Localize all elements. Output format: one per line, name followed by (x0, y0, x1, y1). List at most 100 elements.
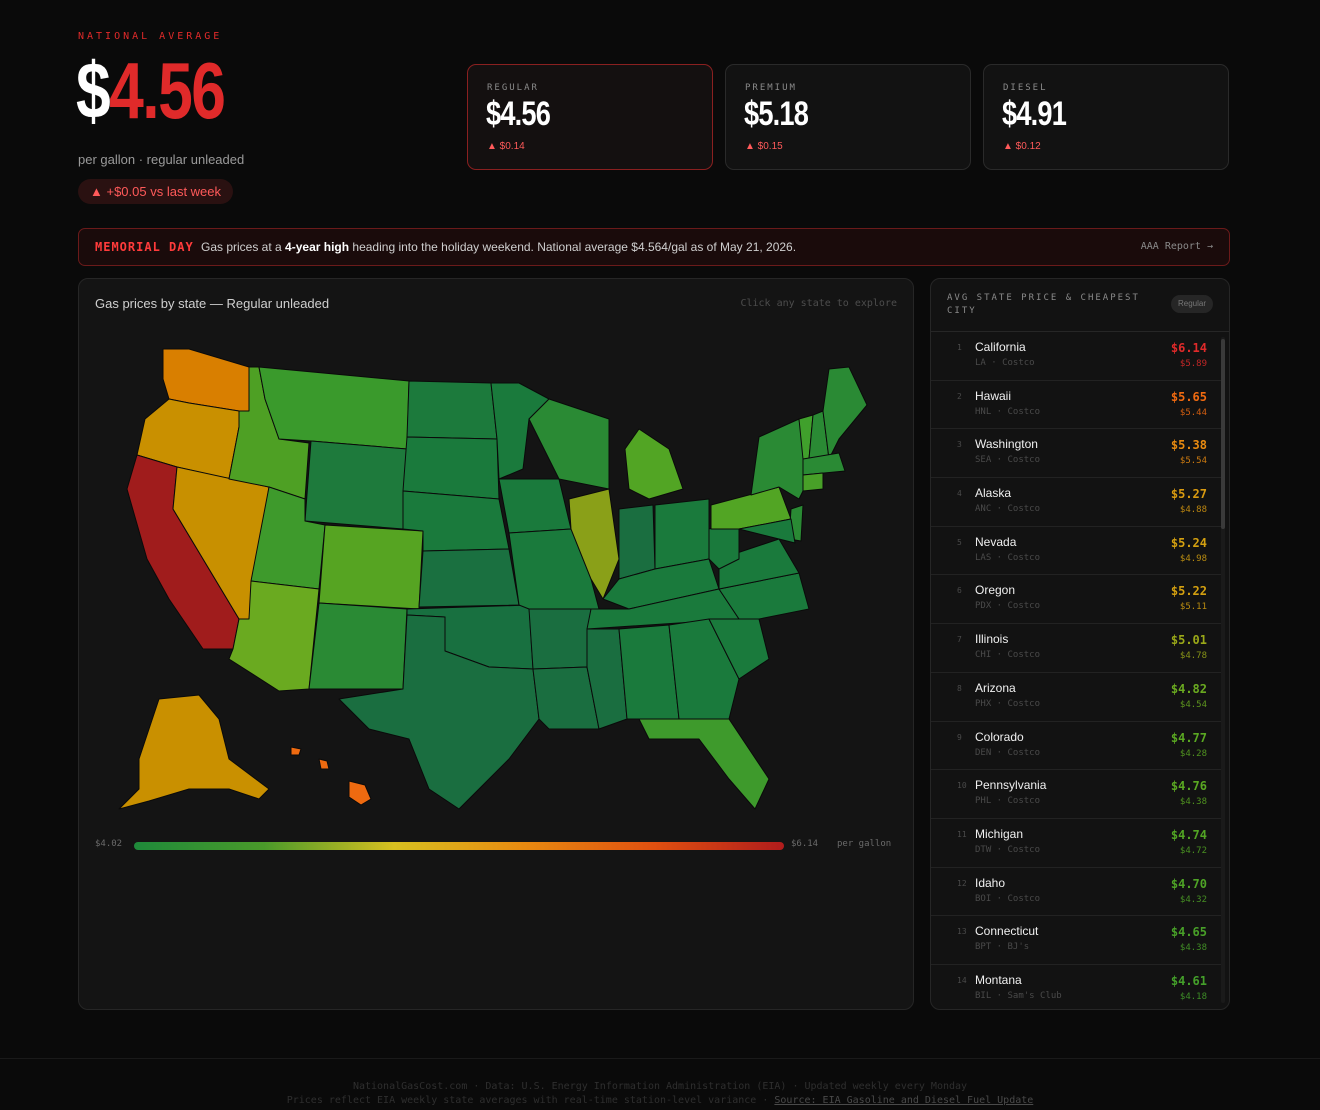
card-label: PREMIUM (745, 83, 797, 93)
state-connecticut[interactable] (802, 472, 824, 492)
state-price: $5.24 (1170, 535, 1207, 550)
state-rank: 2 (957, 391, 962, 401)
cheapest-price: $4.18 (1179, 991, 1207, 1002)
state-wyoming[interactable] (304, 440, 408, 530)
ranking-heading: AVG STATE PRICE & CHEAPEST CITY (947, 293, 1140, 316)
state-name: Connecticut (975, 924, 1039, 939)
state-arkansas[interactable] (528, 608, 592, 670)
state-row[interactable]: 8 Arizona PHX · Costco $4.82 $4.54 (931, 673, 1221, 722)
fuel-type-chip[interactable]: Regular (1170, 295, 1213, 313)
scrollbar-track[interactable] (1221, 337, 1225, 1003)
state-price: $5.27 (1170, 487, 1207, 502)
card-value: $4.56 (486, 95, 551, 133)
state-rank: 14 (957, 975, 967, 985)
state-row[interactable]: 11 Michigan DTW · Costco $4.74 $4.72 (931, 819, 1221, 868)
cheapest-price: $4.72 (1179, 845, 1207, 856)
state-rank: 8 (957, 683, 962, 693)
state-row[interactable]: 3 Washington SEA · Costco $5.38 $5.54 (931, 429, 1221, 479)
state-price: $4.82 (1170, 681, 1207, 696)
legend-gradient-bar (134, 842, 784, 850)
state-hawaii[interactable] (348, 780, 372, 806)
state-name: Hawaii (975, 388, 1012, 403)
state-rank: 13 (957, 927, 967, 937)
state-indiana[interactable] (618, 504, 656, 580)
footer-line-1: NationalGasCost.com · Data: U.S. Energy … (352, 1081, 968, 1092)
state-name: Michigan (975, 826, 1024, 841)
state-florida[interactable] (638, 718, 770, 810)
state-north-dakota[interactable] (406, 380, 498, 440)
state-maryland[interactable] (738, 518, 796, 544)
state-virginia[interactable] (718, 538, 800, 590)
card-premium[interactable]: PREMIUM $5.18 ▲ $0.15 (725, 64, 971, 170)
map-hint: Click any state to explore (740, 298, 897, 309)
state-colorado[interactable] (318, 524, 424, 610)
state-name: Arizona (975, 680, 1016, 695)
state-price: $4.70 (1170, 876, 1207, 891)
state-row[interactable]: 9 Colorado DEN · Costco $4.77 $4.28 (931, 722, 1221, 771)
cheapest-city: PDX · Costco (975, 601, 1041, 612)
state-mississippi[interactable] (586, 628, 628, 730)
state-row[interactable]: 2 Hawaii HNL · Costco $5.65 $5.44 (931, 381, 1221, 430)
scrollbar-thumb[interactable] (1221, 339, 1225, 529)
state-row[interactable]: 10 Pennsylvania PHL · Costco $4.76 $4.38 (931, 770, 1221, 819)
cheapest-city: SEA · Costco (975, 455, 1041, 466)
state-south-dakota[interactable] (402, 436, 500, 500)
aaa-report-link[interactable]: AAA Report → (1140, 241, 1213, 252)
state-row[interactable]: 13 Connecticut BPT · BJ's $4.65 $4.38 (931, 916, 1221, 965)
banner-msg-bold: 4-year high (285, 240, 350, 254)
state-row[interactable]: 7 Illinois CHI · Costco $5.01 $4.78 (931, 624, 1221, 673)
state-row[interactable]: 1 California LA · Costco $6.14 $5.89 (931, 332, 1221, 381)
card-change: ▲ $0.14 (487, 141, 525, 152)
state-maine[interactable] (822, 366, 868, 460)
cheapest-price: $4.78 (1179, 651, 1207, 662)
state-price: $4.76 (1170, 779, 1207, 794)
state-hawaii-island-2[interactable] (318, 758, 330, 770)
cheapest-city: HNL · Costco (975, 406, 1041, 417)
cheapest-price: $4.38 (1179, 797, 1207, 808)
state-hawaii-island-3[interactable] (290, 746, 302, 756)
us-state-map (118, 348, 868, 810)
state-row[interactable]: 14 Montana BIL · Sam's Club $4.61 $4.18 (931, 965, 1221, 1008)
state-arizona[interactable] (228, 580, 320, 692)
state-ohio[interactable] (654, 498, 710, 570)
national-average-price: $4.56 (76, 46, 226, 136)
state-rank: 10 (957, 781, 967, 791)
state-ranking-panel: AVG STATE PRICE & CHEAPEST CITY Regular … (930, 278, 1230, 1010)
state-name: Alaska (975, 486, 1012, 501)
state-alaska[interactable] (118, 694, 270, 810)
card-regular[interactable]: REGULAR $4.56 ▲ $0.14 (467, 64, 713, 170)
state-rank: 1 (957, 343, 962, 352)
state-row[interactable]: 4 Alaska ANC · Costco $5.27 $4.88 (931, 478, 1221, 527)
ranking-list[interactable]: 1 California LA · Costco $6.14 $5.89 2 Hawaii H… (931, 332, 1221, 1008)
state-new-mexico[interactable] (308, 602, 408, 690)
state-texas[interactable] (338, 614, 540, 810)
card-change: ▲ $0.15 (745, 141, 783, 152)
cheapest-city: DEN · Costco (975, 747, 1041, 758)
state-louisiana[interactable] (532, 666, 600, 730)
state-massachusetts[interactable] (802, 452, 846, 476)
cheapest-city: PHX · Costco (975, 698, 1041, 709)
state-michigan[interactable] (624, 428, 684, 500)
state-row[interactable]: 12 Idaho BOI · Costco $4.70 $4.32 (931, 868, 1221, 917)
banner-msg-pre: Gas prices at a (201, 240, 286, 254)
footer-line-2: Prices reflect EIA weekly state averages… (0, 1095, 1320, 1106)
state-price: $5.22 (1170, 584, 1207, 599)
state-minnesota[interactable] (490, 382, 550, 480)
cheapest-price: $4.32 (1179, 894, 1207, 905)
state-kansas[interactable] (418, 548, 520, 608)
card-diesel[interactable]: DIESEL $4.91 ▲ $0.12 (983, 64, 1229, 170)
eia-source-link[interactable]: Source: EIA Gasoline and Diesel Fuel Upd… (774, 1095, 1034, 1106)
national-average-label: NATIONAL AVERAGE (78, 31, 223, 42)
state-row[interactable]: 5 Nevada LAS · Costco $5.24 $4.98 (931, 527, 1221, 576)
state-row[interactable]: 6 Oregon PDX · Costco $5.22 $5.11 (931, 575, 1221, 625)
state-montana[interactable] (258, 366, 410, 450)
state-rank: 3 (957, 440, 962, 450)
alert-banner: MEMORIAL DAY Gas prices at a 4-year high… (78, 228, 1230, 266)
state-wisconsin[interactable] (528, 398, 610, 490)
cheapest-city: CHI · Costco (975, 650, 1041, 661)
state-price: $4.61 (1170, 973, 1207, 988)
state-price: $4.65 (1170, 925, 1207, 940)
state-iowa[interactable] (498, 478, 572, 534)
cheapest-price: $4.38 (1179, 943, 1207, 954)
card-label: REGULAR (487, 83, 539, 93)
